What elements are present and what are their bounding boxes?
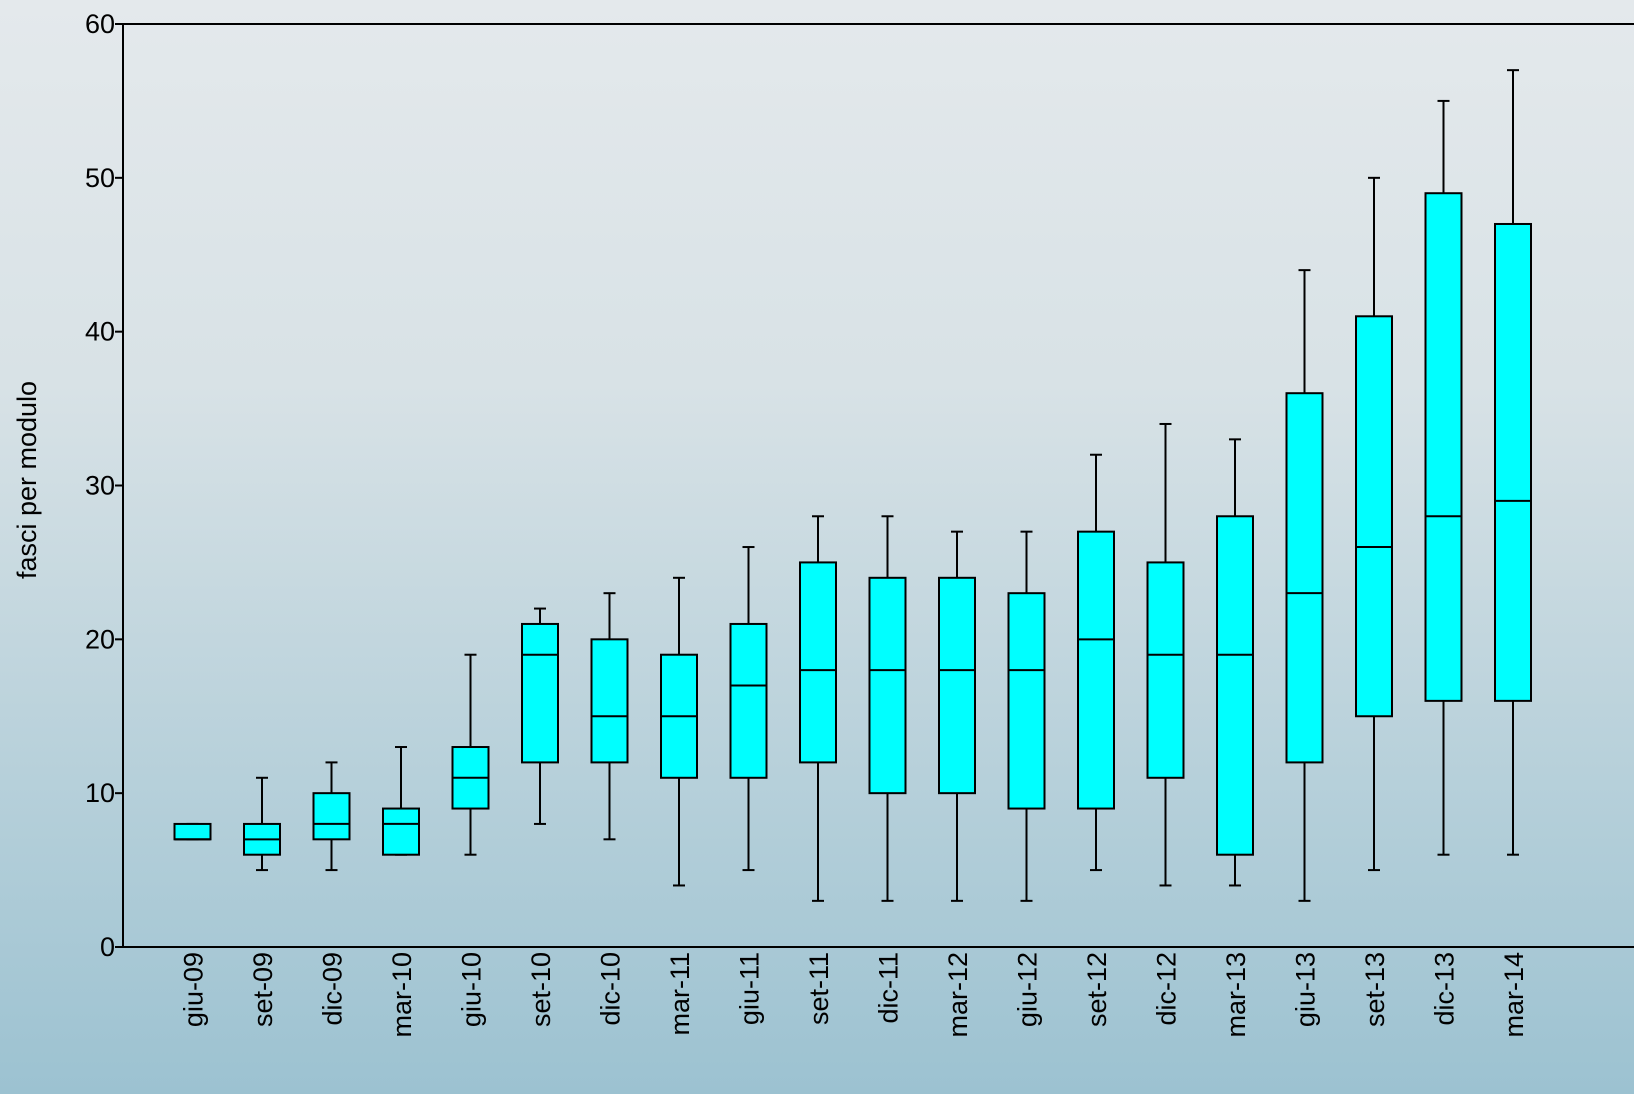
x-tick-label: giu-12 [1013,952,1043,1027]
x-tick-label: dic-13 [1430,952,1460,1026]
box [1148,562,1184,777]
x-tick-label: mar-14 [1499,952,1529,1038]
x-tick-label: giu-13 [1291,952,1321,1027]
box [1426,193,1462,701]
box [383,809,419,855]
box [1356,316,1392,716]
x-tick-label: set-09 [248,952,278,1027]
box [1009,593,1045,808]
y-tick-label: 10 [85,778,115,808]
chart: fasci per modulo 0 10 20 30 40 50 60 giu-09 set-… [0,0,1634,1094]
x-tick-label: set-11 [804,952,834,1025]
y-tick-label: 20 [85,624,115,654]
x-tick-label: giu-09 [179,952,209,1027]
x-tick-label: mar-12 [943,952,973,1038]
x-tick-label: dic-09 [318,952,348,1026]
box [939,578,975,793]
x-tick-label: mar-11 [665,952,695,1036]
box [731,624,767,778]
box [522,624,558,762]
box [1495,224,1531,701]
x-tick-label: dic-11 [874,952,904,1024]
x-tick-label: dic-10 [596,952,626,1026]
box [800,562,836,762]
box [592,639,628,762]
x-tick-label: giu-11 [735,952,765,1025]
box [175,824,211,839]
x-tick-label: mar-13 [1221,952,1251,1038]
y-tick-label: 0 [100,932,115,962]
x-tick-label: set-10 [526,952,556,1027]
y-axis-label: fasci per modulo [12,381,42,579]
y-tick-label: 40 [85,317,115,347]
box [1217,516,1253,854]
x-tick-label: mar-10 [387,952,417,1038]
y-tick-label: 30 [85,471,115,501]
y-tick-label: 60 [85,9,115,39]
page: fasci per modulo 0 10 20 30 40 50 60 giu-09 set-… [0,0,1634,1094]
y-tick-label: 50 [85,163,115,193]
x-tick-label: set-12 [1082,952,1112,1027]
box [870,578,906,793]
box [314,793,350,839]
box [1287,393,1323,762]
x-tick-label: giu-10 [457,952,487,1027]
x-tick-label: dic-12 [1152,952,1182,1026]
box [1078,532,1114,809]
x-tick-label: set-13 [1360,952,1390,1027]
